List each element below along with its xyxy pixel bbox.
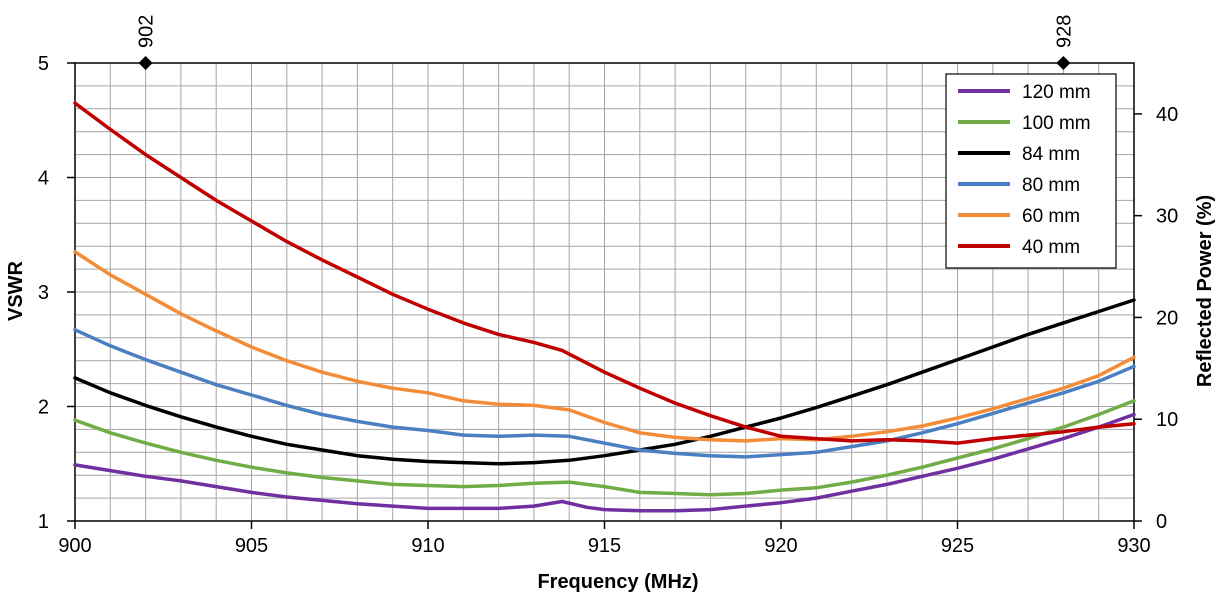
legend-label: 84 mm [1022, 144, 1080, 165]
series-lines [73, 101, 1136, 513]
x-tick-label: 910 [411, 535, 444, 557]
series-line-80-mm [73, 328, 1136, 459]
marker-diamond [1056, 56, 1071, 70]
y2-tick-label: 20 [1156, 307, 1178, 329]
series-line-84-mm [73, 298, 1136, 466]
y-tick-label: 3 [38, 282, 49, 304]
y2-axis-title: Reflected Power (%) [1194, 195, 1216, 387]
y2-tick-label: 40 [1156, 104, 1178, 126]
x-tick-label: 925 [941, 535, 974, 557]
series-line-60-mm [73, 250, 1136, 443]
marker-label: 928 [1053, 15, 1075, 48]
legend: 120 mm 100 mm 84 mm 80 mm 60 mm 40 mm [945, 73, 1117, 269]
x-tick-label: 900 [58, 535, 91, 557]
y-tick-label: 4 [38, 168, 49, 190]
series-line-100-mm [73, 399, 1136, 497]
y-axis-title: VSWR [5, 260, 27, 321]
series-line-120-mm [73, 412, 1136, 513]
legend-label: 120 mm [1022, 82, 1091, 103]
y-tick-label: 5 [38, 53, 49, 75]
axes: 900 905 910 915 920 925 930 1 2 3 4 5 0 10 20 30 40 [38, 53, 1178, 557]
y2-tick-label: 30 [1156, 206, 1178, 228]
legend-label: 60 mm [1022, 206, 1080, 227]
y2-tick-label: 10 [1156, 409, 1178, 431]
y2-tick-label: 0 [1156, 511, 1167, 533]
legend-label: 80 mm [1022, 175, 1080, 196]
frequency-markers: 902 928 [136, 15, 1075, 70]
legend-label: 100 mm [1022, 113, 1091, 134]
x-tick-label: 905 [235, 535, 268, 557]
marker-label: 902 [136, 15, 158, 48]
series-line-40-mm [73, 101, 1136, 445]
x-tick-label: 930 [1117, 535, 1150, 557]
x-axis-title: Frequency (MHz) [537, 571, 698, 593]
x-tick-label: 915 [588, 535, 621, 557]
legend-box [945, 73, 1117, 269]
marker-diamond [138, 56, 153, 70]
legend-label: 40 mm [1022, 237, 1080, 258]
y-tick-label: 2 [38, 397, 49, 419]
y-tick-label: 1 [38, 511, 49, 533]
x-tick-label: 920 [764, 535, 797, 557]
